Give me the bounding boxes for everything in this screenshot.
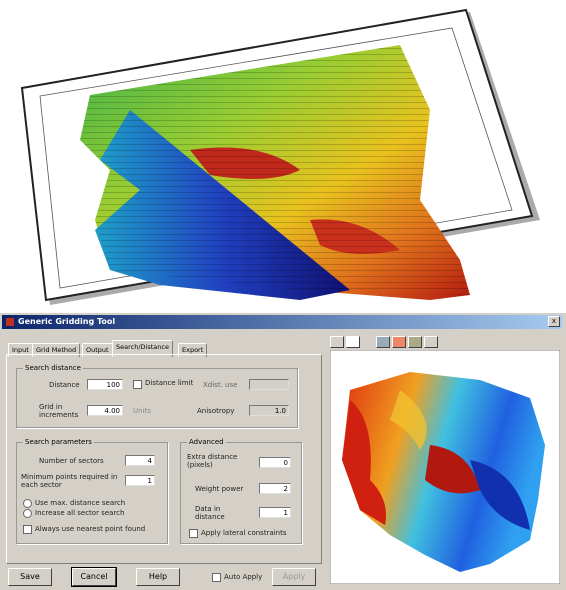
distance-input[interactable]: 100 <box>87 379 123 390</box>
grid-preview <box>330 350 560 584</box>
label: Anisotropy <box>197 407 235 415</box>
label: Apply lateral constraints <box>201 529 287 537</box>
high-zone <box>425 445 480 494</box>
apply-button[interactable]: Apply <box>272 568 316 586</box>
tab-panel <box>6 354 322 564</box>
checkbox[interactable] <box>212 573 221 582</box>
save-button[interactable]: Save <box>8 568 52 586</box>
advanced-group: Advanced Extra distance (pixels) 0 Weigh… <box>180 438 302 544</box>
close-button[interactable]: x <box>548 316 560 327</box>
label: Extra distance (pixels) <box>187 453 238 469</box>
label: Grid in increments <box>39 403 79 419</box>
plot-frame <box>39 27 513 289</box>
anisotropy-input: 1.0 <box>249 405 289 416</box>
edge-input[interactable]: 1 <box>259 507 291 518</box>
low-zone <box>470 460 530 530</box>
extra-input[interactable]: 0 <box>259 457 291 468</box>
disabled-input <box>249 379 289 390</box>
label: Number of sectors <box>39 457 104 465</box>
label: Xdist. use <box>203 381 238 389</box>
tool-button[interactable] <box>408 336 422 348</box>
tool-button[interactable] <box>376 336 390 348</box>
tab[interactable]: Export <box>178 343 208 357</box>
group-title: Search parameters <box>23 438 94 446</box>
min-points-input[interactable]: 1 <box>125 475 155 486</box>
window-title: Generic Gridding Tool <box>18 317 116 326</box>
tool-button[interactable] <box>424 336 438 348</box>
label: Units <box>133 407 151 415</box>
group-title: Advanced <box>187 438 226 446</box>
label: Use max. distance search <box>35 499 126 507</box>
tab[interactable]: Grid Method <box>32 343 81 357</box>
scan-lines <box>80 45 470 295</box>
grid-input[interactable]: 4.00 <box>87 405 123 416</box>
label: Auto Apply <box>224 573 263 581</box>
label: Increase all sector search <box>35 509 125 517</box>
search-parameters-group: Search parameters Number of sectors 4 Mi… <box>16 438 168 544</box>
preview-toolbar <box>330 336 442 348</box>
label: Data in distance <box>195 505 225 521</box>
radio[interactable] <box>23 499 32 508</box>
title-bar: Generic Gridding Tool x <box>2 315 562 329</box>
group-title: Search distance <box>23 364 83 372</box>
label: Distance limit <box>145 379 194 387</box>
tab-active[interactable]: Search/Distance <box>112 340 173 357</box>
tool-button[interactable] <box>346 336 360 348</box>
checkbox[interactable] <box>189 529 198 538</box>
label: Weight power <box>195 485 244 493</box>
weight-input[interactable]: 2 <box>259 483 291 494</box>
search-distance-group: Search distance Distance 100 Distance li… <box>16 364 298 428</box>
cancel-button[interactable]: Cancel <box>71 567 117 587</box>
map-figure <box>20 8 540 305</box>
label: Minimum points required in each sector <box>21 473 118 489</box>
tool-button[interactable] <box>392 336 406 348</box>
mid-zone <box>390 390 427 450</box>
sectors-input[interactable]: 4 <box>125 455 155 466</box>
label: Distance <box>49 381 80 389</box>
help-button[interactable]: Help <box>136 568 180 586</box>
checkbox[interactable] <box>23 525 32 534</box>
label: Always use nearest point found <box>35 525 146 533</box>
radio[interactable] <box>23 509 32 518</box>
checkbox[interactable] <box>133 380 142 389</box>
tool-button[interactable] <box>330 336 344 348</box>
high-zone <box>342 400 386 525</box>
app-icon <box>6 318 14 326</box>
